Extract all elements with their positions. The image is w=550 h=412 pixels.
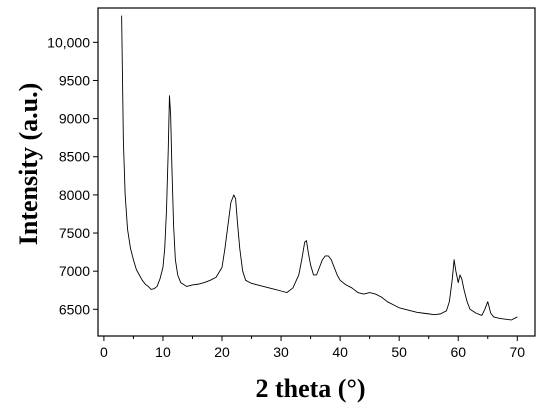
x-tick-label: 60 [450, 344, 466, 360]
y-tick-label: 6500 [59, 301, 90, 317]
plot-frame [97, 7, 536, 337]
x-tick-label: 40 [332, 344, 348, 360]
y-tick-label: 7500 [59, 225, 90, 241]
x-tick-label: 30 [273, 344, 289, 360]
y-tick-label: 8000 [59, 187, 90, 203]
y-tick-label: 8500 [59, 149, 90, 165]
xrd-pattern-line [121, 15, 518, 321]
x-tick-label: 20 [214, 344, 230, 360]
y-tick-label: 10,000 [47, 34, 90, 50]
x-tick-label: 10 [155, 344, 171, 360]
y-tick-label: 9500 [59, 72, 90, 88]
x-tick-label: 0 [100, 344, 108, 360]
x-tick-label: 50 [391, 344, 407, 360]
x-axis-title: 2 theta (°) [255, 374, 365, 403]
y-tick-label: 9000 [59, 111, 90, 127]
x-tick-label: 70 [509, 344, 525, 360]
y-tick-label: 7000 [59, 263, 90, 279]
y-axis-title: Intensity (a.u.) [14, 83, 43, 246]
plot-area: 0 10 20 30 40 50 60 70 6500 7000 7500 8000 8500 9000 9… [47, 7, 536, 360]
